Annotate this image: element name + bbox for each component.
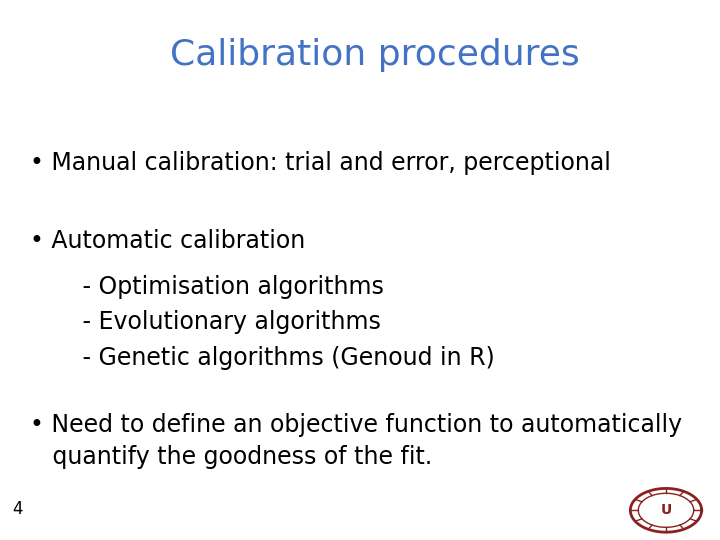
Text: 4: 4 xyxy=(12,501,22,518)
Text: - Evolutionary algorithms: - Evolutionary algorithms xyxy=(30,310,381,334)
Text: - Optimisation algorithms: - Optimisation algorithms xyxy=(30,275,384,299)
Text: • Automatic calibration: • Automatic calibration xyxy=(30,230,305,253)
Text: U: U xyxy=(660,503,672,517)
Text: • Need to define an objective function to automatically
   quantify the goodness: • Need to define an objective function t… xyxy=(30,413,682,469)
Text: Calibration procedures: Calibration procedures xyxy=(171,38,580,72)
Text: • Manual calibration: trial and error, perceptional: • Manual calibration: trial and error, p… xyxy=(30,151,611,175)
Text: - Genetic algorithms (Genoud in R): - Genetic algorithms (Genoud in R) xyxy=(30,346,495,369)
